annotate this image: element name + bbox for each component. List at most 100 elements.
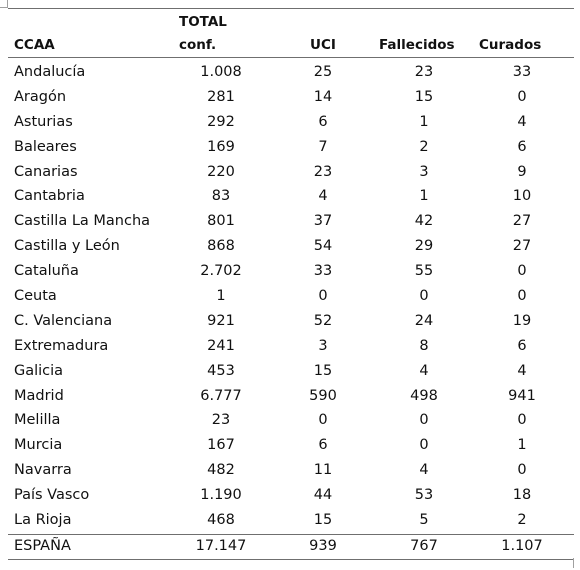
cell-total: 292 — [207, 113, 235, 130]
cell-total: 453 — [207, 362, 235, 379]
cell-uci: 7 — [318, 138, 328, 155]
cell-fallecidos: 53 — [414, 487, 434, 504]
cell-uci: 52 — [313, 312, 333, 329]
cell-ccaa: C. Valenciana — [14, 312, 113, 329]
cell-curados: 4 — [517, 113, 527, 130]
totals-fallecidos: 767 — [410, 537, 438, 554]
cell-fallecidos: 29 — [414, 238, 434, 255]
table-row: Andalucía 1.008 25 23 33 — [8, 60, 574, 85]
cell-curados: 27 — [512, 213, 532, 230]
table-body: Andalucía 1.008 25 23 33 Aragón 281 14 15 0 Asturi… — [8, 58, 574, 533]
cell-total: 241 — [207, 337, 235, 354]
totals-curados: 1.107 — [501, 537, 543, 554]
table-row: Murcia 167 6 0 1 — [8, 433, 574, 458]
cell-uci: 590 — [309, 387, 337, 404]
table-row: Canarias 220 23 3 9 — [8, 160, 574, 185]
table-top-rule — [8, 8, 574, 9]
cell-uci: 3 — [318, 337, 328, 354]
ccaa-table: CCAA TOTAL conf. UCI Fallecidos Curados … — [8, 8, 574, 560]
table-row: Castilla y León 868 54 29 27 — [8, 234, 574, 259]
cell-total: 1 — [216, 288, 226, 305]
cell-uci: 6 — [318, 437, 328, 454]
totals-row: ESPAÑA 17.147 939 767 1.107 — [8, 535, 574, 559]
header-ccaa: CCAA — [14, 37, 55, 53]
cell-ccaa: Madrid — [14, 387, 64, 404]
table-row: Melilla 23 0 0 0 — [8, 408, 574, 433]
cell-curados: 0 — [517, 288, 527, 305]
cell-ccaa: Melilla — [14, 412, 61, 429]
cell-uci: 37 — [313, 213, 333, 230]
cell-total: 6.777 — [200, 387, 242, 404]
cell-fallecidos: 42 — [414, 213, 434, 230]
cell-total: 1.008 — [200, 64, 242, 80]
cell-uci: 54 — [313, 238, 333, 255]
table-header: CCAA TOTAL conf. UCI Fallecidos Curados — [8, 9, 574, 58]
cell-curados: 27 — [512, 238, 532, 255]
cell-uci: 0 — [318, 412, 328, 429]
totals-total: 17.147 — [195, 537, 247, 554]
cell-fallecidos: 3 — [419, 163, 429, 180]
cell-total: 921 — [207, 312, 235, 329]
cell-ccaa: Navarra — [14, 462, 72, 479]
totals-rule — [8, 533, 574, 535]
cell-uci: 33 — [313, 263, 333, 280]
cell-uci: 25 — [313, 64, 333, 80]
cell-corner-mark — [573, 558, 580, 568]
cell-fallecidos: 4 — [419, 462, 429, 479]
header-total-line2: conf. — [179, 37, 217, 53]
table-row: Extremadura 241 3 8 6 — [8, 334, 574, 359]
cell-curados: 6 — [517, 138, 527, 155]
cell-fallecidos: 24 — [414, 312, 434, 329]
cell-curados: 2 — [517, 512, 527, 529]
cell-ccaa: Castilla La Mancha — [14, 213, 151, 230]
totals-uci: 939 — [309, 537, 337, 554]
cell-corner-mark — [0, 0, 8, 8]
cell-curados: 941 — [508, 387, 536, 404]
cell-fallecidos: 8 — [419, 337, 429, 354]
cell-total: 1.190 — [200, 487, 242, 504]
cell-fallecidos: 0 — [419, 412, 429, 429]
cell-curados: 9 — [517, 163, 527, 180]
table-row: La Rioja 468 15 5 2 — [8, 508, 574, 533]
cell-ccaa: Galicia — [14, 362, 64, 379]
table-row: Aragón 281 14 15 0 — [8, 85, 574, 110]
table-row: Asturias 292 6 1 4 — [8, 110, 574, 135]
cell-ccaa: Asturias — [14, 113, 73, 130]
cell-total: 2.702 — [200, 263, 242, 280]
cell-ccaa: Baleares — [14, 138, 77, 155]
cell-ccaa: Andalucía — [14, 64, 86, 80]
cell-curados: 0 — [517, 263, 527, 280]
cell-ccaa: Ceuta — [14, 288, 57, 305]
cell-ccaa: Cataluña — [14, 263, 79, 280]
cell-curados: 1 — [517, 437, 527, 454]
table-row: Baleares 169 7 2 6 — [8, 135, 574, 160]
cell-fallecidos: 4 — [419, 362, 429, 379]
totals-ccaa: ESPAÑA — [14, 537, 71, 554]
cell-uci: 4 — [318, 188, 328, 205]
table-row: Madrid 6.777 590 498 941 — [8, 384, 574, 409]
cell-ccaa: Canarias — [14, 163, 78, 180]
cell-ccaa: La Rioja — [14, 512, 72, 529]
cell-fallecidos: 2 — [419, 138, 429, 155]
cell-total: 801 — [207, 213, 235, 230]
cell-curados: 0 — [517, 462, 527, 479]
header-uci: UCI — [310, 37, 336, 53]
cell-ccaa: Murcia — [14, 437, 63, 454]
table-row: Cataluña 2.702 33 55 0 — [8, 259, 574, 284]
cell-ccaa: Cantabria — [14, 188, 85, 205]
cell-total: 167 — [207, 437, 235, 454]
cell-uci: 11 — [313, 462, 333, 479]
cell-fallecidos: 0 — [419, 437, 429, 454]
cell-uci: 44 — [313, 487, 333, 504]
cell-ccaa: País Vasco — [14, 487, 90, 504]
cell-fallecidos: 23 — [414, 64, 434, 80]
cell-total: 468 — [207, 512, 235, 529]
table-row: Galicia 453 15 4 4 — [8, 359, 574, 384]
cell-fallecidos: 498 — [410, 387, 438, 404]
table-bottom-rule — [8, 558, 574, 560]
cell-uci: 15 — [313, 512, 333, 529]
table-row: Cantabria 83 4 1 10 — [8, 184, 574, 209]
cell-ccaa: Extremadura — [14, 337, 109, 354]
cell-total: 482 — [207, 462, 235, 479]
cell-curados: 6 — [517, 337, 527, 354]
